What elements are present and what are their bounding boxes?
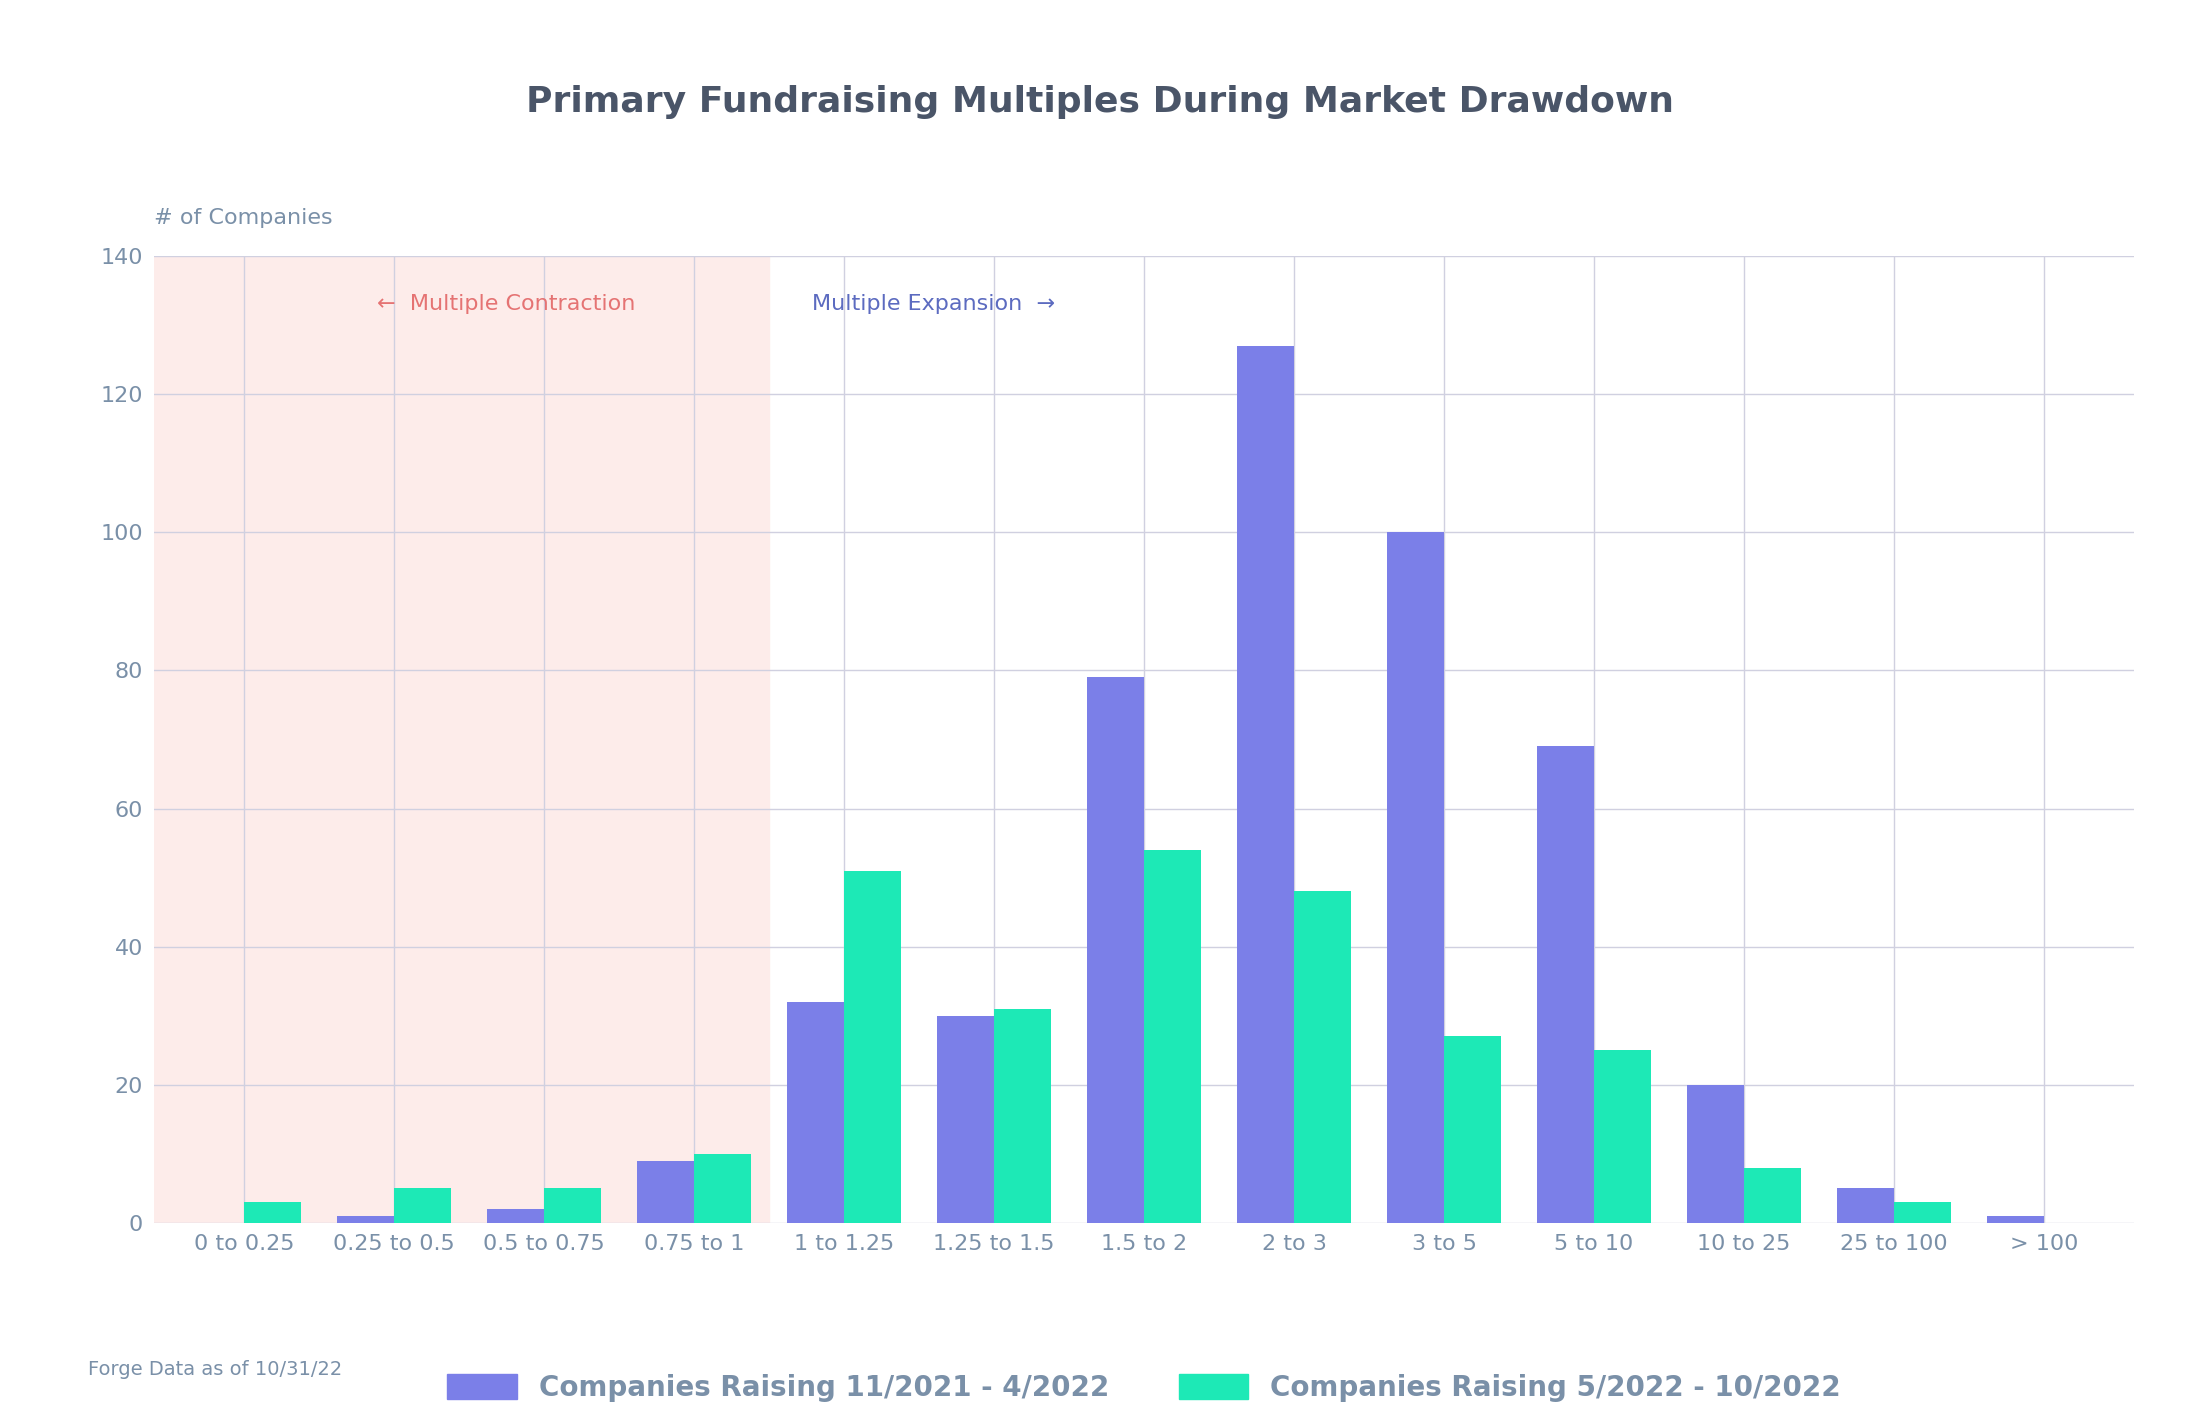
Bar <box>638 1160 693 1223</box>
Text: Multiple Expansion  →: Multiple Expansion → <box>812 294 1056 314</box>
Text: # of Companies: # of Companies <box>154 208 332 228</box>
Bar <box>337 1216 394 1223</box>
Bar <box>994 1008 1052 1223</box>
Bar <box>1538 747 1595 1223</box>
Bar <box>1386 532 1443 1223</box>
Text: Primary Fundraising Multiples During Market Drawdown: Primary Fundraising Multiples During Mar… <box>526 85 1674 119</box>
Bar <box>1837 1189 1894 1223</box>
Legend: Companies Raising 11/2021 - 4/2022, Companies Raising 5/2022 - 10/2022: Companies Raising 11/2021 - 4/2022, Comp… <box>436 1362 1852 1412</box>
Bar <box>244 1202 301 1223</box>
Bar <box>1894 1202 1951 1223</box>
Bar <box>1443 1037 1500 1223</box>
Bar <box>1144 850 1201 1223</box>
Bar <box>394 1189 451 1223</box>
Text: Forge Data as of 10/31/22: Forge Data as of 10/31/22 <box>88 1361 343 1379</box>
Bar <box>845 870 902 1223</box>
Bar <box>486 1209 543 1223</box>
Bar <box>1236 346 1294 1223</box>
Text: ←  Multiple Contraction: ← Multiple Contraction <box>378 294 636 314</box>
Bar <box>1687 1085 1745 1223</box>
Bar <box>1294 892 1351 1223</box>
Bar <box>1087 677 1144 1223</box>
Bar <box>788 1003 845 1223</box>
Bar <box>1987 1216 2044 1223</box>
Bar <box>937 1015 994 1223</box>
Bar <box>154 256 770 1223</box>
Bar <box>1595 1051 1650 1223</box>
Bar <box>1745 1167 1802 1223</box>
Bar <box>543 1189 601 1223</box>
Bar <box>693 1153 750 1223</box>
